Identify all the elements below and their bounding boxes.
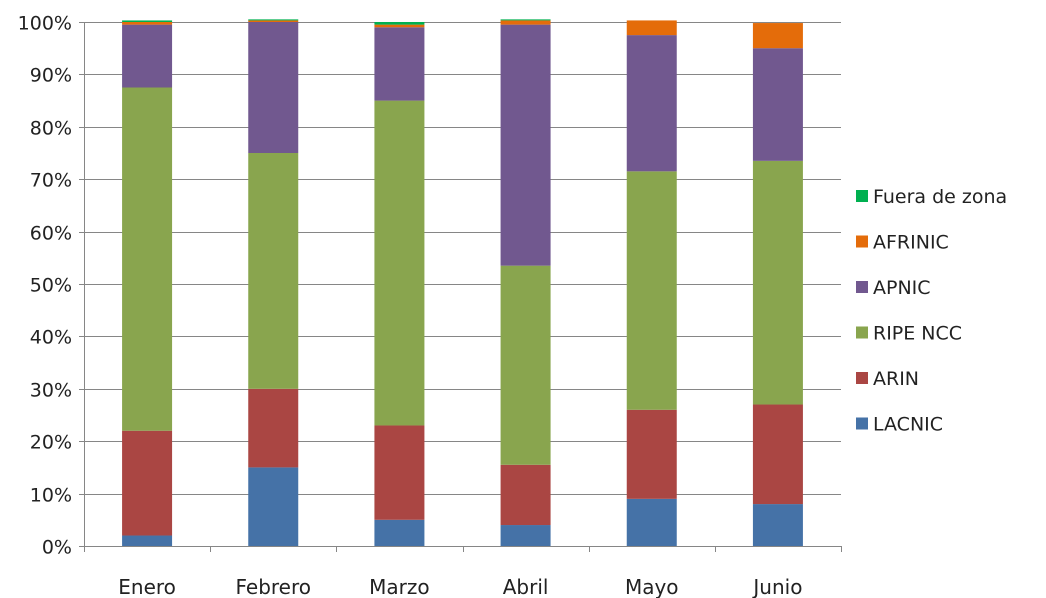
x-tick-label-marzo: Marzo xyxy=(369,575,429,598)
bar-segment-apnic-mayo xyxy=(626,35,677,172)
bar-segment-arin-marzo xyxy=(374,425,425,520)
legend-swatch-ripe-ncc xyxy=(856,326,868,339)
y-tick-label: 0% xyxy=(42,537,72,559)
legend-swatch-lacnic xyxy=(856,417,868,430)
bar-segment-apnic-enero xyxy=(122,24,173,88)
bar-segment-ripe-ncc-junio xyxy=(752,160,803,405)
y-tick-label: 30% xyxy=(30,380,72,402)
bar-segment-ripe-ncc-mayo xyxy=(626,171,677,410)
bar-segment-afrinic-junio xyxy=(752,23,803,49)
legend-label-apnic: APNIC xyxy=(873,277,931,299)
bar-segment-arin-abril xyxy=(500,464,551,526)
bar-segment-arin-mayo xyxy=(626,409,677,499)
bar-segment-afrinic-abril xyxy=(500,20,551,25)
bar-segment-lacnic-marzo xyxy=(374,519,425,546)
bar-segment-arin-febrero xyxy=(248,388,299,468)
y-tick-label: 10% xyxy=(30,485,72,507)
y-tick-label: 90% xyxy=(30,65,72,87)
x-tick-label-enero: Enero xyxy=(118,575,176,598)
bar-segment-lacnic-abril xyxy=(500,525,551,546)
bar-segment-fuera-de-zona-enero xyxy=(122,20,173,22)
bar-segment-apnic-febrero xyxy=(248,22,299,153)
legend-label-ripe-ncc: RIPE NCC xyxy=(873,323,962,345)
legend: Fuera de zona AFRINIC APNIC RIPE NCC ARIN LAC… xyxy=(856,186,1007,436)
bar-segment-afrinic-marzo xyxy=(374,24,425,28)
bar-segment-lacnic-junio xyxy=(752,504,803,546)
legend-swatch-arin xyxy=(856,372,868,384)
legend-label-lacnic: LACNIC xyxy=(873,414,943,436)
bar-segment-apnic-junio xyxy=(752,48,803,161)
x-tick-label-abril: Abril xyxy=(503,575,549,598)
bar-segment-arin-junio xyxy=(752,404,803,505)
gridlines xyxy=(84,22,841,495)
bar-segment-ripe-ncc-enero xyxy=(122,87,173,431)
x-tick-label-febrero: Febrero xyxy=(235,575,311,598)
y-tick-label: 20% xyxy=(30,432,72,454)
axes xyxy=(79,22,842,552)
y-tick-label: 70% xyxy=(30,170,72,192)
y-tick-label: 80% xyxy=(30,118,72,140)
x-tick-label-junio: Junio xyxy=(751,575,802,598)
x-tick-labels: Enero Febrero Marzo Abril Mayo Junio xyxy=(118,575,802,598)
bar-segment-afrinic-febrero xyxy=(248,20,299,22)
bar-segment-fuera-de-zona-marzo xyxy=(374,22,425,25)
legend-label-fuera-de-zona: Fuera de zona xyxy=(873,186,1007,208)
y-tick-label: 50% xyxy=(30,275,72,297)
legend-swatch-apnic xyxy=(856,281,868,293)
bar-segment-apnic-abril xyxy=(500,24,551,266)
bar-segment-fuera-de-zona-febrero xyxy=(248,19,299,21)
bar-segment-apnic-marzo xyxy=(374,27,425,101)
y-tick-label: 40% xyxy=(30,327,72,349)
legend-swatch-afrinic xyxy=(856,235,868,248)
bar-segment-ripe-ncc-marzo xyxy=(374,100,425,426)
x-tick-label-mayo: Mayo xyxy=(625,575,679,598)
bar-segment-fuera-de-zona-abril xyxy=(500,19,551,21)
bar-segment-afrinic-mayo xyxy=(626,20,677,36)
bar-segment-afrinic-enero xyxy=(122,22,173,25)
bar-segment-ripe-ncc-abril xyxy=(500,265,551,465)
legend-label-arin: ARIN xyxy=(873,368,919,390)
legend-label-afrinic: AFRINIC xyxy=(873,232,949,254)
bar-segment-lacnic-mayo xyxy=(626,498,677,546)
legend-swatch-fuera-de-zona xyxy=(856,190,868,202)
bars xyxy=(122,19,803,546)
bar-segment-lacnic-enero xyxy=(122,535,173,546)
y-tick-labels: 0% 10% 20% 30% 40% 50% 60% 70% 80% 90% 100% xyxy=(18,13,72,559)
bar-segment-arin-enero xyxy=(122,430,173,536)
y-tick-label: 100% xyxy=(18,13,72,35)
y-tick-label: 60% xyxy=(30,223,72,245)
bar-segment-lacnic-febrero xyxy=(248,467,299,546)
bar-segment-ripe-ncc-febrero xyxy=(248,153,299,389)
